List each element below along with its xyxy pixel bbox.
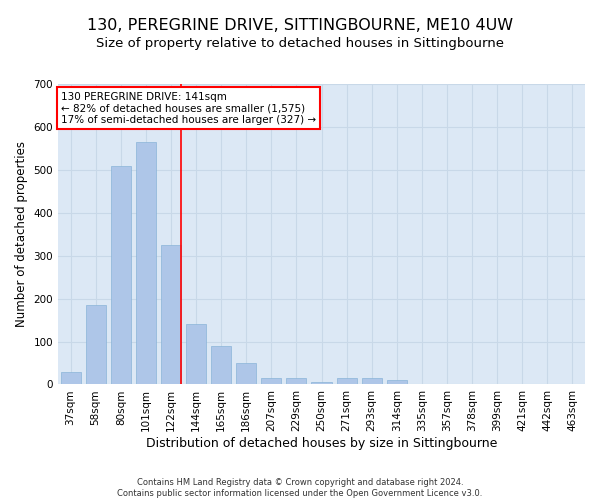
Bar (337, 378, 356, 384)
Text: Contains HM Land Registry data © Crown copyright and database right 2024.
Contai: Contains HM Land Registry data © Crown c… (118, 478, 482, 498)
Text: Size of property relative to detached houses in Sittingbourne: Size of property relative to detached ho… (96, 38, 504, 51)
Bar (136, 142, 156, 384)
Bar (311, 382, 332, 384)
Bar (387, 380, 407, 384)
Text: 130 PEREGRINE DRIVE: 141sqm
← 82% of detached houses are smaller (1,575)
17% of : 130 PEREGRINE DRIVE: 141sqm ← 82% of det… (61, 92, 316, 124)
Bar (161, 245, 181, 384)
Bar (261, 378, 281, 384)
Bar (111, 166, 131, 384)
X-axis label: Distribution of detached houses by size in Sittingbourne: Distribution of detached houses by size … (146, 437, 497, 450)
Y-axis label: Number of detached properties: Number of detached properties (15, 141, 28, 327)
Text: 130, PEREGRINE DRIVE, SITTINGBOURNE, ME10 4UW: 130, PEREGRINE DRIVE, SITTINGBOURNE, ME1… (87, 18, 513, 32)
Bar (362, 378, 382, 384)
Bar (61, 372, 80, 384)
Bar (186, 324, 206, 384)
Bar (86, 305, 106, 384)
Bar (236, 363, 256, 384)
Bar (286, 378, 307, 384)
Bar (211, 346, 231, 385)
